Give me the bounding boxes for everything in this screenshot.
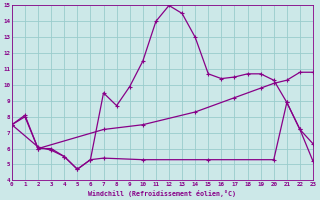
X-axis label: Windchill (Refroidissement éolien,°C): Windchill (Refroidissement éolien,°C)	[88, 190, 236, 197]
